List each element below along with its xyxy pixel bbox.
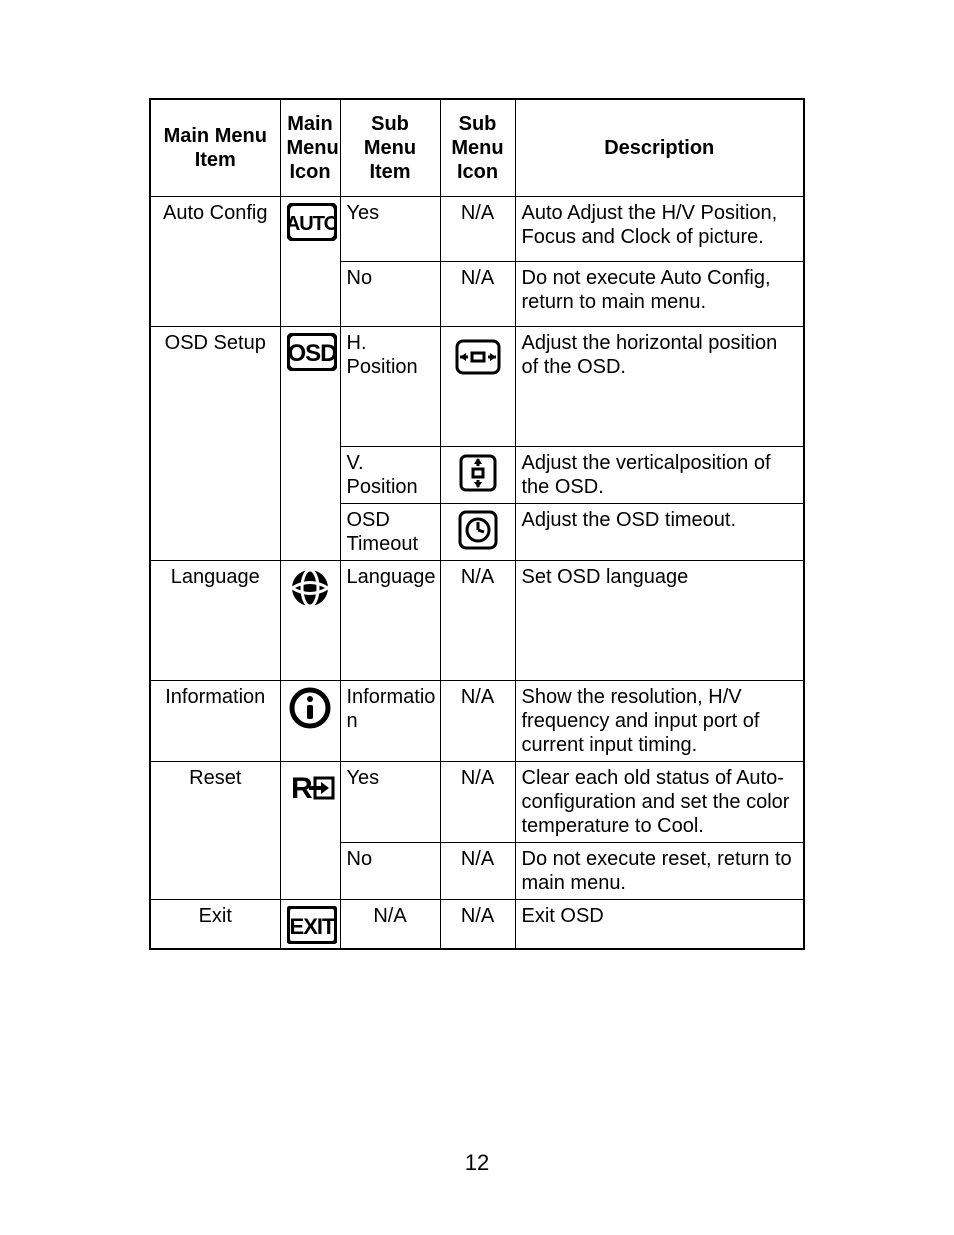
cell-description: Do not execute Auto Config, return to ma… — [515, 262, 804, 327]
header-sub-item: Sub Menu Item — [340, 99, 440, 197]
clock-icon — [458, 510, 498, 550]
cell-sub-icon: N/A — [440, 681, 515, 762]
header-description: Description — [515, 99, 804, 197]
table-header-row: Main Menu Item Main Menu Icon Sub Menu I… — [150, 99, 804, 197]
globe-icon — [289, 567, 331, 609]
svg-text:AUTO: AUTO — [287, 213, 337, 235]
cell-description: Exit OSD — [515, 900, 804, 950]
table-row: Reset R Yes N/A Clear each old status of… — [150, 762, 804, 843]
cell-main-icon: AUTO — [280, 197, 340, 327]
cell-description: Show the resolution, H/V frequency and i… — [515, 681, 804, 762]
cell-sub-icon: N/A — [440, 561, 515, 681]
cell-sub-icon — [440, 504, 515, 561]
cell-sub-icon — [440, 327, 515, 447]
header-sub-icon: Sub Menu Icon — [440, 99, 515, 197]
cell-main-item: Language — [150, 561, 280, 681]
cell-sub-icon: N/A — [440, 262, 515, 327]
cell-description: Clear each old status of Auto-configurat… — [515, 762, 804, 843]
cell-description: Adjust the OSD timeout. — [515, 504, 804, 561]
info-icon — [289, 687, 331, 729]
cell-main-icon: OSD — [280, 327, 340, 561]
cell-sub-item: Informatio n — [340, 681, 440, 762]
osd-icon: OSD — [287, 333, 337, 371]
osd-menu-table: Main Menu Item Main Menu Icon Sub Menu I… — [149, 98, 805, 950]
cell-main-item: Exit — [150, 900, 280, 950]
cell-main-item: Reset — [150, 762, 280, 900]
header-main-item: Main Menu Item — [150, 99, 280, 197]
cell-sub-item: OSD Timeout — [340, 504, 440, 561]
cell-main-item: OSD Setup — [150, 327, 280, 561]
cell-description: Adjust the horizontal position of the OS… — [515, 327, 804, 447]
header-main-icon: Main Menu Icon — [280, 99, 340, 197]
auto-icon: AUTO — [287, 203, 337, 241]
table-row: Auto Config AUTO Yes N/A Auto Adjust the… — [150, 197, 804, 262]
v-position-icon — [458, 453, 498, 493]
cell-sub-item: V. Position — [340, 447, 440, 504]
table-row: Exit EXIT N/A N/A Exit OSD — [150, 900, 804, 950]
page-number: 12 — [0, 1150, 954, 1176]
cell-main-item: Information — [150, 681, 280, 762]
cell-description: Set OSD language — [515, 561, 804, 681]
cell-sub-item: N/A — [340, 900, 440, 950]
cell-sub-item: No — [340, 262, 440, 327]
cell-main-icon: R — [280, 762, 340, 900]
h-position-icon — [454, 333, 502, 381]
reset-icon: R — [287, 768, 337, 808]
cell-sub-icon: N/A — [440, 843, 515, 900]
cell-main-icon — [280, 561, 340, 681]
cell-sub-icon — [440, 447, 515, 504]
cell-sub-icon: N/A — [440, 762, 515, 843]
cell-main-icon: EXIT — [280, 900, 340, 950]
cell-description: Adjust the verticalposition of the OSD. — [515, 447, 804, 504]
exit-icon: EXIT — [287, 906, 337, 944]
table-row: OSD Setup OSD H. Position — [150, 327, 804, 447]
cell-main-icon — [280, 681, 340, 762]
cell-sub-item: Language — [340, 561, 440, 681]
cell-sub-item: No — [340, 843, 440, 900]
svg-text:OSD: OSD — [287, 340, 337, 367]
cell-sub-icon: N/A — [440, 197, 515, 262]
table-row: Language Language N/A Set OSD language — [150, 561, 804, 681]
cell-sub-icon: N/A — [440, 900, 515, 950]
cell-sub-item: Yes — [340, 197, 440, 262]
cell-sub-item: H. Position — [340, 327, 440, 447]
cell-description: Do not execute reset, return to main men… — [515, 843, 804, 900]
cell-description: Auto Adjust the H/V Position, Focus and … — [515, 197, 804, 262]
cell-main-item: Auto Config — [150, 197, 280, 327]
cell-sub-item: Yes — [340, 762, 440, 843]
document-page: Main Menu Item Main Menu Icon Sub Menu I… — [0, 0, 954, 1176]
svg-text:EXIT: EXIT — [289, 914, 335, 939]
table-row: Information Informatio n N/A Show the re… — [150, 681, 804, 762]
